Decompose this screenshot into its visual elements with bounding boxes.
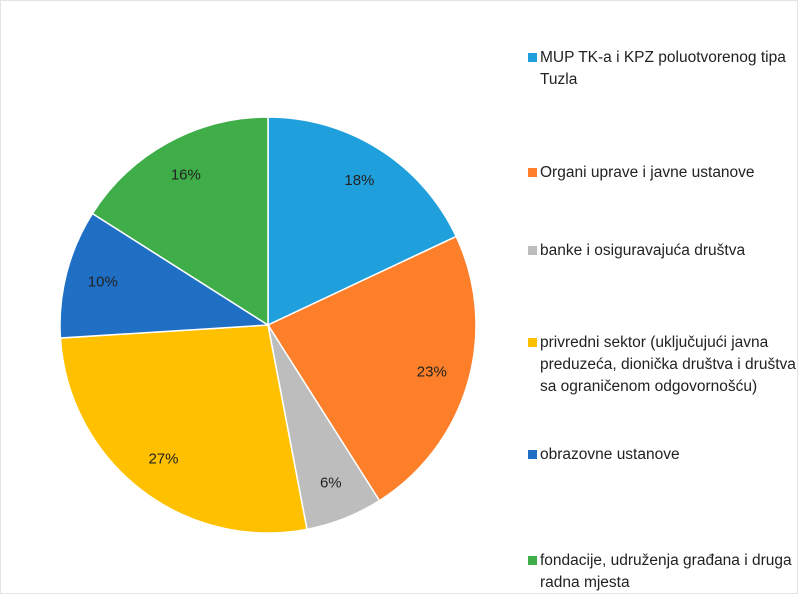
legend-label: privredni sektor (uključujući javna pred… (540, 334, 796, 395)
data-label: 23% (417, 364, 447, 381)
legend-item: obrazovne ustanove (528, 444, 802, 466)
legend-swatch (528, 450, 537, 459)
data-label: 18% (344, 172, 374, 189)
pie-slice (267, 116, 458, 327)
legend-swatch (528, 338, 537, 347)
pie-slice (91, 116, 269, 327)
legend-label: Organi uprave i javne ustanove (540, 164, 755, 181)
legend-label: banke i osiguravajuća društva (540, 242, 746, 259)
data-label: 16% (171, 167, 201, 184)
legend-swatch (528, 556, 537, 565)
pie-slice (59, 324, 308, 534)
legend-label: obrazovne ustanove (540, 446, 680, 463)
pie-slice (266, 235, 477, 502)
legend-swatch (528, 246, 537, 255)
data-label: 10% (88, 274, 118, 291)
chart-border (0, 0, 798, 594)
legend-item: MUP TK-a i KPZ poluotvorenog tipa Tuzla (528, 47, 802, 91)
legend-swatch (528, 168, 537, 177)
legend-item: banke i osiguravajuća društva (528, 240, 802, 262)
pie-slice (59, 212, 271, 339)
legend-label: MUP TK-a i KPZ poluotvorenog tipa Tuzla (540, 49, 786, 88)
legend-item: Organi uprave i javne ustanove (528, 162, 802, 184)
legend-item: privredni sektor (uključujući javna pred… (528, 332, 802, 398)
legend-swatch (528, 53, 537, 62)
data-label: 6% (320, 475, 342, 492)
data-label: 27% (148, 451, 178, 468)
legend-label: fondacije, udruženja građana i druga rad… (540, 552, 792, 591)
legend-item: fondacije, udruženja građana i druga rad… (528, 550, 802, 594)
